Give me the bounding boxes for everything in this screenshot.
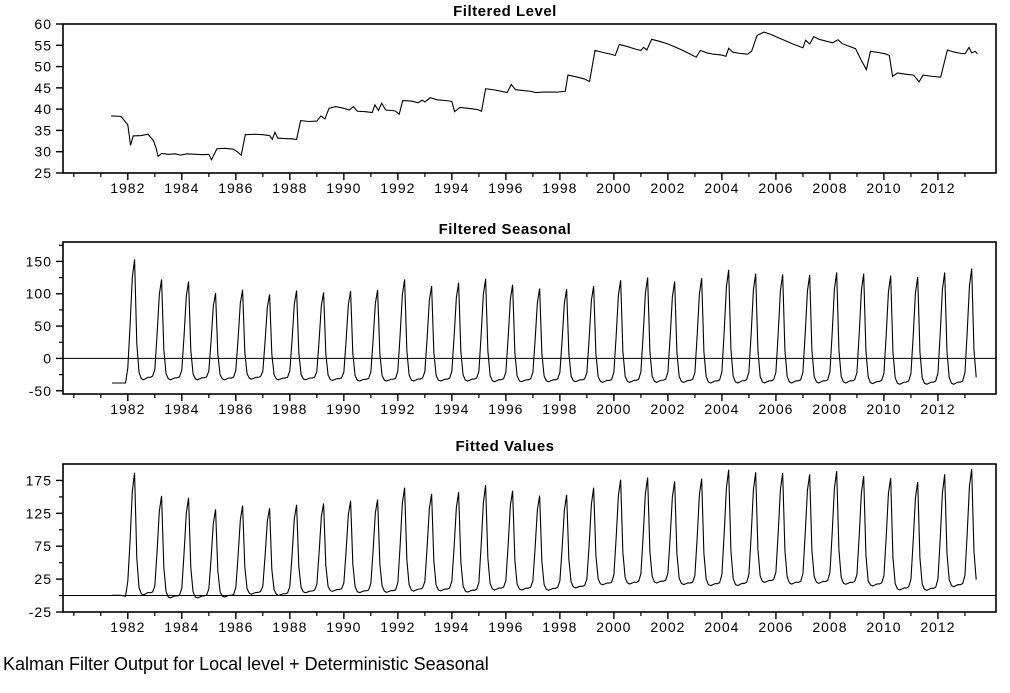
x-tick-label: 1986 bbox=[218, 619, 253, 635]
x-tick-label: 1988 bbox=[272, 401, 307, 417]
y-tick-label: 75 bbox=[34, 538, 52, 554]
x-tick-label: 2006 bbox=[758, 180, 793, 196]
y-tick-label: 40 bbox=[34, 101, 52, 117]
x-tick-label: 1996 bbox=[488, 619, 523, 635]
y-tick-label: 45 bbox=[34, 80, 52, 96]
x-tick-label: 1990 bbox=[326, 401, 361, 417]
x-tick-label: 1990 bbox=[326, 180, 361, 196]
x-tick-label: 1992 bbox=[380, 619, 415, 635]
chart-title: Filtered Seasonal bbox=[439, 221, 572, 238]
charts-svg: Filtered Level 25 30 35 40 45 50 55 60 1982 1984 1… bbox=[26, 3, 997, 635]
x-tick-label: 2012 bbox=[920, 619, 955, 635]
chart-title: Filtered Level bbox=[453, 3, 557, 20]
y-tick-label: 30 bbox=[34, 144, 52, 160]
chart-title: Fitted Values bbox=[455, 438, 554, 455]
x-tick-label: 1994 bbox=[434, 180, 469, 196]
x-tick-label: 2008 bbox=[812, 180, 847, 196]
series-line bbox=[111, 31, 978, 162]
x-tick-label: 1982 bbox=[110, 619, 145, 635]
y-tick-label: 175 bbox=[26, 472, 52, 488]
x-tick-label: 2000 bbox=[596, 180, 631, 196]
plot-frame bbox=[62, 241, 997, 395]
x-tick-label: 1984 bbox=[164, 401, 199, 417]
x-tick-label: 1982 bbox=[110, 401, 145, 417]
x-tick-label: 2008 bbox=[812, 619, 847, 635]
x-tick-label: 1988 bbox=[272, 180, 307, 196]
x-tick-label: 2004 bbox=[704, 619, 739, 635]
x-tick-label: 1986 bbox=[218, 180, 253, 196]
series-line bbox=[112, 469, 977, 599]
x-tick-label: 2012 bbox=[920, 180, 955, 196]
series-line bbox=[112, 259, 977, 385]
x-tick-label: 2010 bbox=[866, 619, 901, 635]
chart-fitted-values: Fitted Values -25 25 75 125 175 1982 1984 1986 1… bbox=[26, 438, 997, 635]
y-tick-label: 60 bbox=[34, 16, 52, 32]
plot-area: -50 0 50 100 150 1982 1984 1986 1988 1990 1992 1994… bbox=[26, 241, 997, 417]
y-tick-label: 55 bbox=[34, 37, 52, 53]
y-tick-label: -25 bbox=[29, 604, 52, 620]
x-tick-label: 2006 bbox=[758, 619, 793, 635]
x-tick-label: 1998 bbox=[542, 180, 577, 196]
x-tick-label: 1994 bbox=[434, 619, 469, 635]
x-tick-label: 1982 bbox=[110, 180, 145, 196]
x-tick-label: 1984 bbox=[164, 619, 199, 635]
x-tick-label: 1986 bbox=[218, 401, 253, 417]
y-tick-label: 25 bbox=[34, 165, 52, 181]
x-tick-label: 1996 bbox=[488, 180, 523, 196]
plot-frame bbox=[62, 463, 997, 613]
x-tick-label: 1984 bbox=[164, 180, 199, 196]
x-tick-label: 1998 bbox=[542, 401, 577, 417]
x-tick-label: 1992 bbox=[380, 180, 415, 196]
y-tick-label: 50 bbox=[34, 59, 52, 75]
x-tick-label: 2006 bbox=[758, 401, 793, 417]
x-tick-label: 2004 bbox=[704, 401, 739, 417]
x-tick-label: 2002 bbox=[650, 180, 685, 196]
x-tick-label: 2002 bbox=[650, 619, 685, 635]
x-tick-label: 2010 bbox=[866, 180, 901, 196]
y-tick-label: -50 bbox=[29, 383, 52, 399]
y-tick-label: 35 bbox=[34, 122, 52, 138]
x-tick-label: 1990 bbox=[326, 619, 361, 635]
y-tick-label: 150 bbox=[26, 253, 52, 269]
x-tick-label: 2000 bbox=[596, 619, 631, 635]
x-tick-label: 1992 bbox=[380, 401, 415, 417]
x-tick-label: 1988 bbox=[272, 619, 307, 635]
x-tick-label: 2002 bbox=[650, 401, 685, 417]
chart-filtered-seasonal: Filtered Seasonal -50 0 50 100 150 1982 1984 19… bbox=[26, 221, 997, 417]
y-tick-label: 25 bbox=[34, 571, 52, 587]
x-tick-label: 2008 bbox=[812, 401, 847, 417]
x-tick-label: 2010 bbox=[866, 401, 901, 417]
chart-filtered-level: Filtered Level 25 30 35 40 45 50 55 60 1982 1984 1… bbox=[34, 3, 997, 196]
x-tick-label: 1994 bbox=[434, 401, 469, 417]
y-tick-label: 50 bbox=[34, 318, 52, 334]
plot-area: 25 30 35 40 45 50 55 60 1982 1984 1986 1988 1990 1992… bbox=[34, 16, 997, 196]
x-tick-label: 2004 bbox=[704, 180, 739, 196]
x-tick-label: 1996 bbox=[488, 401, 523, 417]
x-tick-label: 2012 bbox=[920, 401, 955, 417]
x-tick-label: 2000 bbox=[596, 401, 631, 417]
y-tick-label: 100 bbox=[26, 286, 52, 302]
x-tick-label: 1998 bbox=[542, 619, 577, 635]
plot-area: -25 25 75 125 175 1982 1984 1986 1988 1990 1992 199… bbox=[26, 463, 997, 635]
y-tick-label: 0 bbox=[43, 350, 52, 366]
plot-frame bbox=[62, 23, 997, 174]
y-tick-label: 125 bbox=[26, 505, 52, 521]
caption-text: Kalman Filter Output for Local level + D… bbox=[3, 654, 489, 674]
